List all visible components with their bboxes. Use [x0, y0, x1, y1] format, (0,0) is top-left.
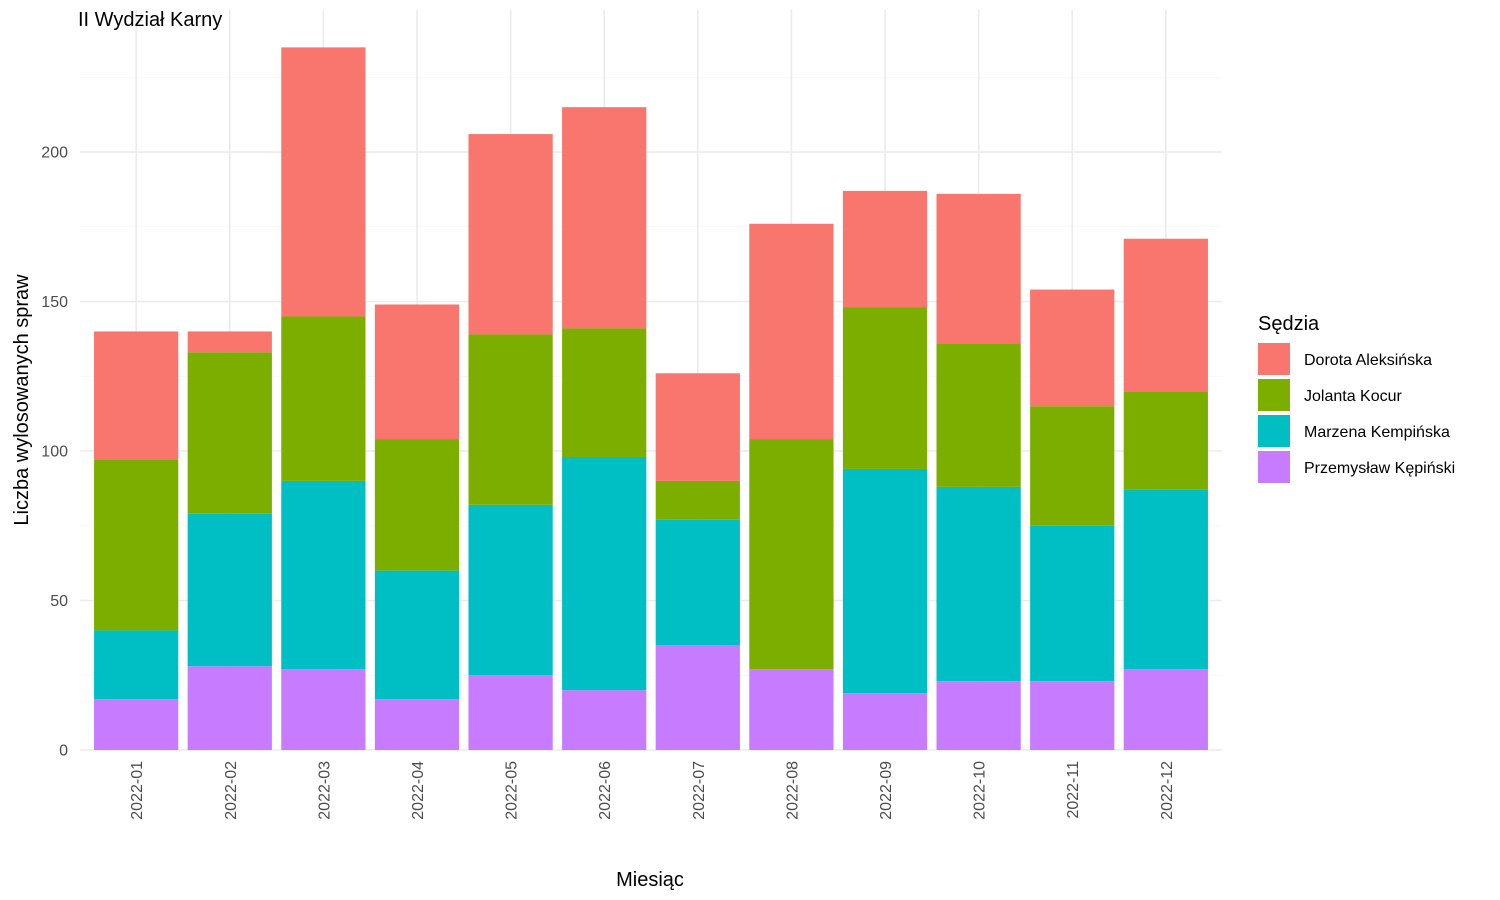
bar-segment	[1123, 669, 1208, 750]
x-axis-title: Miesiąc	[616, 869, 684, 891]
bar-segment	[655, 519, 740, 646]
y-tick-label: 100	[41, 444, 68, 461]
bar-segment	[562, 328, 647, 457]
y-tick-label: 50	[50, 593, 68, 610]
bar-segment	[1030, 289, 1115, 407]
bar-segment	[749, 223, 834, 440]
legend-label: Przemysław Kępiński	[1304, 460, 1455, 477]
x-tick-label: 2022-09	[878, 761, 895, 820]
bar-segment	[468, 504, 553, 676]
bar-segment	[94, 630, 179, 700]
bar-segment	[94, 331, 179, 460]
y-axis: 0 50 100 150 200	[41, 145, 68, 760]
legend-key	[1258, 343, 1290, 375]
bar-segment	[374, 699, 460, 750]
y-tick-label: 200	[41, 145, 68, 162]
x-tick-label: 2022-08	[784, 761, 801, 820]
legend-key	[1258, 379, 1290, 411]
x-tick-label: 2022-03	[316, 761, 333, 820]
bar-segment	[281, 316, 366, 481]
x-tick-label: 2022-02	[223, 761, 240, 820]
bar-segment	[468, 675, 553, 750]
bar-segment	[655, 480, 740, 520]
bar-segment	[1123, 391, 1208, 490]
bars	[94, 47, 1208, 750]
x-axis: 2022-01 2022-02 2022-03 2022-04 2022-05 2022-…	[129, 761, 1176, 820]
legend-key	[1258, 415, 1290, 447]
x-tick-label: 2022-05	[504, 761, 521, 820]
y-axis-title: Liczba wylosowanych spraw	[11, 274, 33, 526]
bar-segment	[749, 669, 834, 750]
bar-segment	[187, 352, 272, 514]
x-tick-label: 2022-07	[691, 761, 708, 820]
bar-segment	[374, 304, 460, 440]
x-tick-label: 2022-01	[129, 761, 146, 820]
bar-segment	[94, 699, 179, 750]
bar-segment	[187, 666, 272, 750]
bar-segment	[655, 373, 740, 481]
x-tick-label: 2022-06	[597, 761, 614, 820]
bar-segment	[281, 669, 366, 750]
bar-segment	[842, 190, 928, 308]
y-tick-label: 0	[59, 743, 68, 760]
bar-segment	[749, 439, 834, 670]
bar-segment	[562, 456, 647, 691]
bar-segment	[187, 513, 272, 667]
legend-title: Sędzia	[1258, 313, 1320, 335]
bar-segment	[936, 681, 1021, 750]
bar-segment	[468, 134, 553, 335]
bar-segment	[1123, 489, 1208, 670]
legend: Sędzia Dorota Aleksińska Jolanta Kocur Mar…	[1258, 313, 1455, 483]
bar-segment	[655, 645, 740, 750]
bar-segment	[281, 47, 366, 317]
bar-segment	[842, 468, 928, 694]
bar-segment	[1123, 238, 1208, 392]
legend-label: Jolanta Kocur	[1304, 388, 1403, 405]
bar-segment	[842, 693, 928, 750]
bar-segment	[1030, 681, 1115, 750]
legend-label: Dorota Aleksińska	[1304, 352, 1432, 369]
bar-segment	[562, 690, 647, 750]
bar-segment	[936, 486, 1021, 682]
bar-segment	[187, 331, 272, 353]
legend-key	[1258, 451, 1290, 483]
x-tick-label: 2022-12	[1159, 761, 1176, 820]
chart-title: II Wydział Karny	[78, 9, 222, 31]
bar-segment	[281, 480, 366, 670]
x-tick-label: 2022-10	[972, 761, 989, 820]
bar-segment	[468, 334, 553, 505]
x-tick-label: 2022-04	[410, 761, 427, 820]
y-tick-label: 150	[41, 294, 68, 311]
bar-segment	[936, 193, 1021, 344]
bar-segment	[94, 459, 179, 631]
bar-segment	[936, 343, 1021, 487]
bar-segment	[1030, 406, 1115, 526]
bar-segment	[374, 570, 460, 700]
bar-segment	[562, 107, 647, 329]
bar-segment	[842, 307, 928, 469]
legend-label: Marzena Kempińska	[1304, 424, 1450, 441]
bar-segment	[1030, 525, 1115, 682]
bar-segment	[374, 439, 460, 571]
x-tick-label: 2022-11	[1065, 761, 1082, 819]
